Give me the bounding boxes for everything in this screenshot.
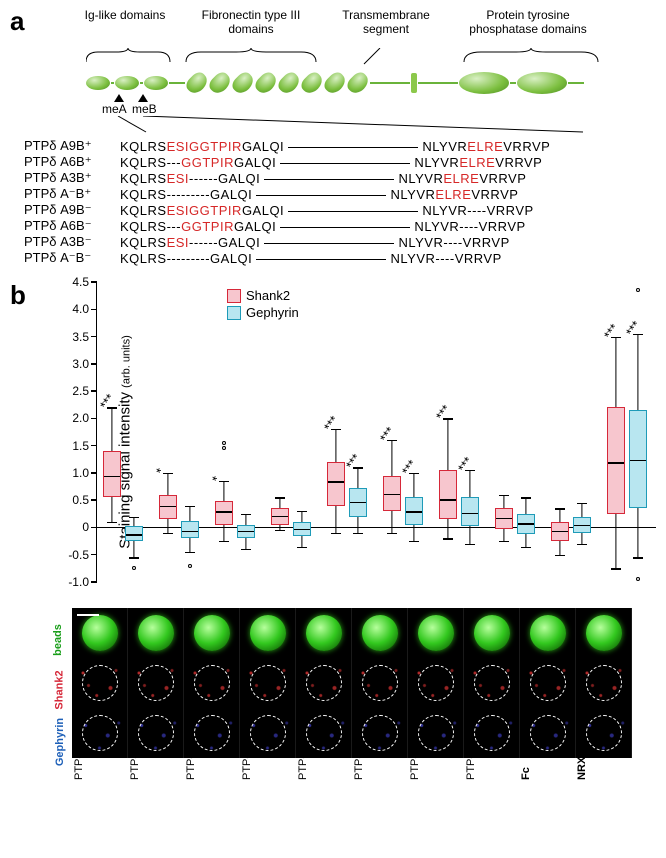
bead-image [520, 608, 576, 658]
domain-label-pt: Protein tyrosine phosphatase domains [458, 8, 598, 36]
domain-label-fn: Fibronectin type III domains [186, 8, 316, 36]
meA-tri [114, 94, 124, 102]
bead-image [576, 608, 632, 658]
bead-image [72, 608, 128, 658]
bead-image [128, 608, 184, 658]
bead-image [352, 608, 408, 658]
ig-domain [115, 76, 139, 90]
domain-label-ig: Ig-like domains [80, 8, 170, 22]
bead-image [464, 608, 520, 658]
panel-a: a Ig-like domains Fibronectin type III d… [8, 8, 658, 266]
fn-domain [183, 69, 210, 96]
shank2-image [240, 658, 296, 708]
microscopy-grid [72, 608, 658, 758]
pt-domain [459, 72, 509, 94]
bead-image [408, 608, 464, 658]
domain-label-tm: Transmembrane segment [336, 8, 436, 36]
fn-domain [298, 69, 325, 96]
fn-domain [321, 69, 348, 96]
ig-domain [144, 76, 168, 90]
x-axis-labels: PTPδ A9B⁺PTPδ A6B⁺PTPδ A3B⁺PTPδ A⁻B⁺PTPδ… [72, 762, 658, 832]
row-label-shank2: Shank2 [54, 670, 66, 709]
meB-tri [138, 94, 148, 102]
alignment-row: PTPδ A3B⁻KQLRSESI------GALQI NLYVR----VR… [24, 234, 658, 250]
alignment-row: PTPδ A9B⁻KQLRSESIGGTPIRGALQI NLYVR----VR… [24, 202, 658, 218]
fn-domain [206, 69, 233, 96]
row-label-beads: beads [52, 624, 64, 656]
shank2-image [184, 658, 240, 708]
fn-domain [229, 69, 256, 96]
bead-image [296, 608, 352, 658]
fn-domain [275, 69, 302, 96]
row-label-gephyrin: Gephyrin [54, 718, 66, 766]
tm-segment [411, 73, 417, 93]
shank2-image [128, 658, 184, 708]
aln-connector [28, 116, 648, 134]
meB-label: meB [132, 102, 157, 116]
fn-domain [252, 69, 279, 96]
shank2-image [408, 658, 464, 708]
me-region: meA meB [104, 94, 658, 116]
shank2-image [352, 658, 408, 708]
panel-b-label: b [10, 280, 26, 311]
pt-domain [517, 72, 567, 94]
ig-domain [86, 76, 110, 90]
sequence-alignment: PTPδ A9B⁺KQLRSESIGGTPIRGALQI NLYVRELREVR… [24, 138, 658, 266]
shank2-image [576, 658, 632, 708]
bead-image [240, 608, 296, 658]
alignment-row: PTPδ A6B⁺KQLRS---GGTPIRGALQI NLYVRELREVR… [24, 154, 658, 170]
alignment-row: PTPδ A6B⁻KQLRS---GGTPIRGALQI NLYVR----VR… [24, 218, 658, 234]
shank2-image [464, 658, 520, 708]
boxplot-chart: Staining signal intensity (arb. units) S… [68, 282, 658, 602]
shank2-image [72, 658, 128, 708]
alignment-row: PTPδ A9B⁺KQLRSESIGGTPIRGALQI NLYVRELREVR… [24, 138, 658, 154]
alignment-row: PTPδ A3B⁺KQLRSESI------GALQI NLYVRELREVR… [24, 170, 658, 186]
alignment-row: PTPδ A⁻B⁻KQLRS---------GALQI NLYVR----VR… [24, 250, 658, 266]
protein-schematic [86, 72, 658, 94]
panel-b: b Staining signal intensity (arb. units)… [8, 282, 658, 832]
bead-image [184, 608, 240, 658]
x-label: NRXN1β [576, 752, 646, 808]
alignment-row: PTPδ A⁻B⁺KQLRS---------GALQI NLYVRELREVR… [24, 186, 658, 202]
gephyrin-image [520, 708, 576, 758]
shank2-image [520, 658, 576, 708]
domain-brackets [86, 48, 666, 66]
panel-a-label: a [10, 6, 24, 37]
plot-area: Shank2 Gephyrin -1.0-0.500.51.01.52.02.5… [96, 282, 656, 582]
shank2-image [296, 658, 352, 708]
fn-domain [344, 69, 371, 96]
meA-label: meA [102, 102, 127, 116]
